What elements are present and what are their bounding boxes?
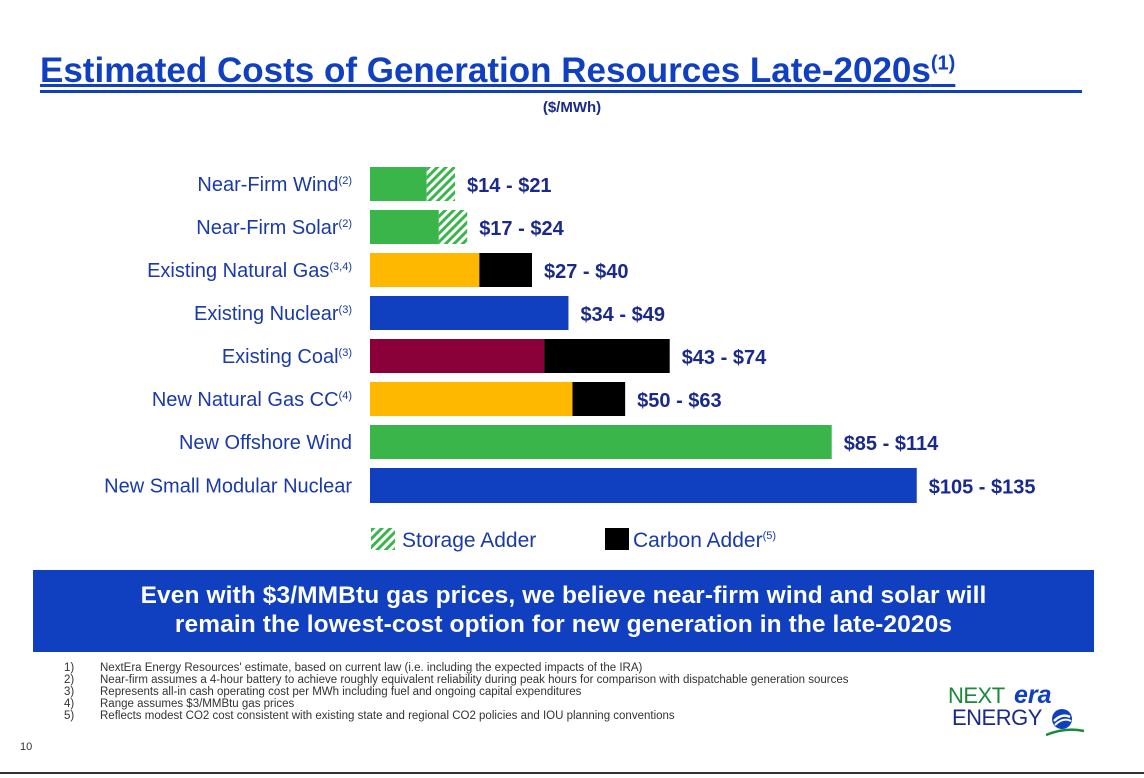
legend-swatch-carbon xyxy=(605,528,629,550)
legend-label-carbon: Carbon Adder(5) xyxy=(633,529,776,552)
footnote-number: 3) xyxy=(64,686,75,698)
footnote-5: 5) Reflects modest CO2 cost consistent wi… xyxy=(64,710,944,722)
page-title: Estimated Costs of Generation Resources … xyxy=(40,50,1090,92)
category-label-near-firm-wind: Near-Firm Wind(2) xyxy=(197,174,352,196)
legend-label-storage: Storage Adder xyxy=(402,529,536,552)
key-message-banner: Even with $3/MMBtu gas prices, we believ… xyxy=(33,570,1094,652)
value-label-near-firm-solar: $17 - $24 xyxy=(479,218,564,240)
value-label-new-natural-gas-cc: $50 - $63 xyxy=(637,390,722,412)
category-label-existing-nuclear: Existing Nuclear(3) xyxy=(194,303,352,325)
bar-base-near-firm-solar xyxy=(370,210,439,244)
page-subtitle: ($/MWh) xyxy=(542,99,602,116)
title-underline-rule xyxy=(40,90,1082,93)
footnote-4: 4) Range assumes $3/MMBtu gas prices xyxy=(64,698,944,710)
footnotes: 1) NextEra Energy Resources' estimate, ba… xyxy=(64,662,944,722)
category-label-new-small-modular-nuclear: New Small Modular Nuclear xyxy=(104,476,352,498)
footnote-text: NextEra Energy Resources' estimate, base… xyxy=(100,662,643,674)
bar-base-new-offshore-wind xyxy=(370,425,832,459)
legend-swatch-storage xyxy=(371,528,395,550)
labels-layer: Near-Firm Wind(2) $14 - $21 Near-Firm Sola… xyxy=(104,174,1035,499)
bar-storage-adder-near-firm-solar xyxy=(438,210,468,244)
bar-carbon-adder-existing-natural-gas xyxy=(479,253,532,287)
footnote-number: 1) xyxy=(64,662,75,674)
banner-line-2: remain the lowest-cost option for new ge… xyxy=(174,611,953,638)
footnote-2: 2) Near-firm assumes a 4-hour battery to … xyxy=(64,674,944,686)
bar-base-existing-natural-gas xyxy=(370,253,480,287)
bottom-rule xyxy=(0,772,1144,774)
bars-layer xyxy=(370,167,917,503)
footnote-text: Reflects modest CO2 cost consistent with… xyxy=(100,710,675,722)
category-label-near-firm-solar: Near-Firm Solar(2) xyxy=(196,217,352,239)
bar-base-existing-nuclear xyxy=(370,296,569,330)
bar-carbon-adder-new-natural-gas-cc xyxy=(572,382,626,416)
logo-era-text: era xyxy=(1014,681,1052,709)
value-label-existing-nuclear: $34 - $49 xyxy=(580,304,665,326)
category-label-existing-natural-gas: Existing Natural Gas(3,4) xyxy=(147,260,352,282)
bar-storage-adder-near-firm-wind xyxy=(426,167,456,201)
logo-energy-text: ENERGY xyxy=(952,705,1042,730)
bar-base-near-firm-wind xyxy=(370,167,427,201)
footnote-text: Represents all-in cash operating cost pe… xyxy=(100,686,582,698)
value-label-existing-coal: $43 - $74 xyxy=(682,347,767,369)
category-label-existing-coal: Existing Coal(3) xyxy=(222,346,352,368)
footnote-text: Range assumes $3/MMBtu gas prices xyxy=(100,698,295,710)
bar-carbon-adder-existing-coal xyxy=(544,339,670,373)
footnote-text: Near-firm assumes a 4-hour battery to ac… xyxy=(100,674,849,686)
value-label-new-offshore-wind: $85 - $114 xyxy=(844,433,939,455)
chart-legend: Storage Adder Carbon Adder(5) xyxy=(371,528,776,552)
footnote-number: 5) xyxy=(64,710,75,722)
category-label-new-natural-gas-cc: New Natural Gas CC(4) xyxy=(152,389,352,411)
nextera-energy-logo: NEXT era ENERGY xyxy=(948,681,1118,753)
logo-next-text: NEXT xyxy=(948,683,1005,708)
page-number: 10 xyxy=(20,741,33,753)
footnote-number: 4) xyxy=(64,698,75,710)
bar-base-existing-coal xyxy=(370,339,545,373)
footnote-1: 1) NextEra Energy Resources' estimate, ba… xyxy=(64,662,944,674)
cost-range-bar-chart: Near-Firm Wind(2) $14 - $21 Near-Firm Sola… xyxy=(104,167,1036,552)
value-label-existing-natural-gas: $27 - $40 xyxy=(544,261,629,283)
footnote-number: 2) xyxy=(64,674,75,686)
footnote-3: 3) Represents all-in cash operating cost … xyxy=(64,686,944,698)
banner-line-1: Even with $3/MMBtu gas prices, we believ… xyxy=(140,582,987,609)
category-label-new-offshore-wind: New Offshore Wind xyxy=(179,432,352,454)
page-title-footnote: (1) xyxy=(930,52,956,75)
page-title-text: Estimated Costs of Generation Resources … xyxy=(40,51,931,90)
value-label-near-firm-wind: $14 - $21 xyxy=(467,175,552,197)
bar-base-new-natural-gas-cc xyxy=(370,382,573,416)
bar-base-new-small-modular-nuclear xyxy=(370,468,917,503)
value-label-new-small-modular-nuclear: $105 - $135 xyxy=(929,477,1036,499)
globe-swoosh-icon xyxy=(1046,709,1085,737)
